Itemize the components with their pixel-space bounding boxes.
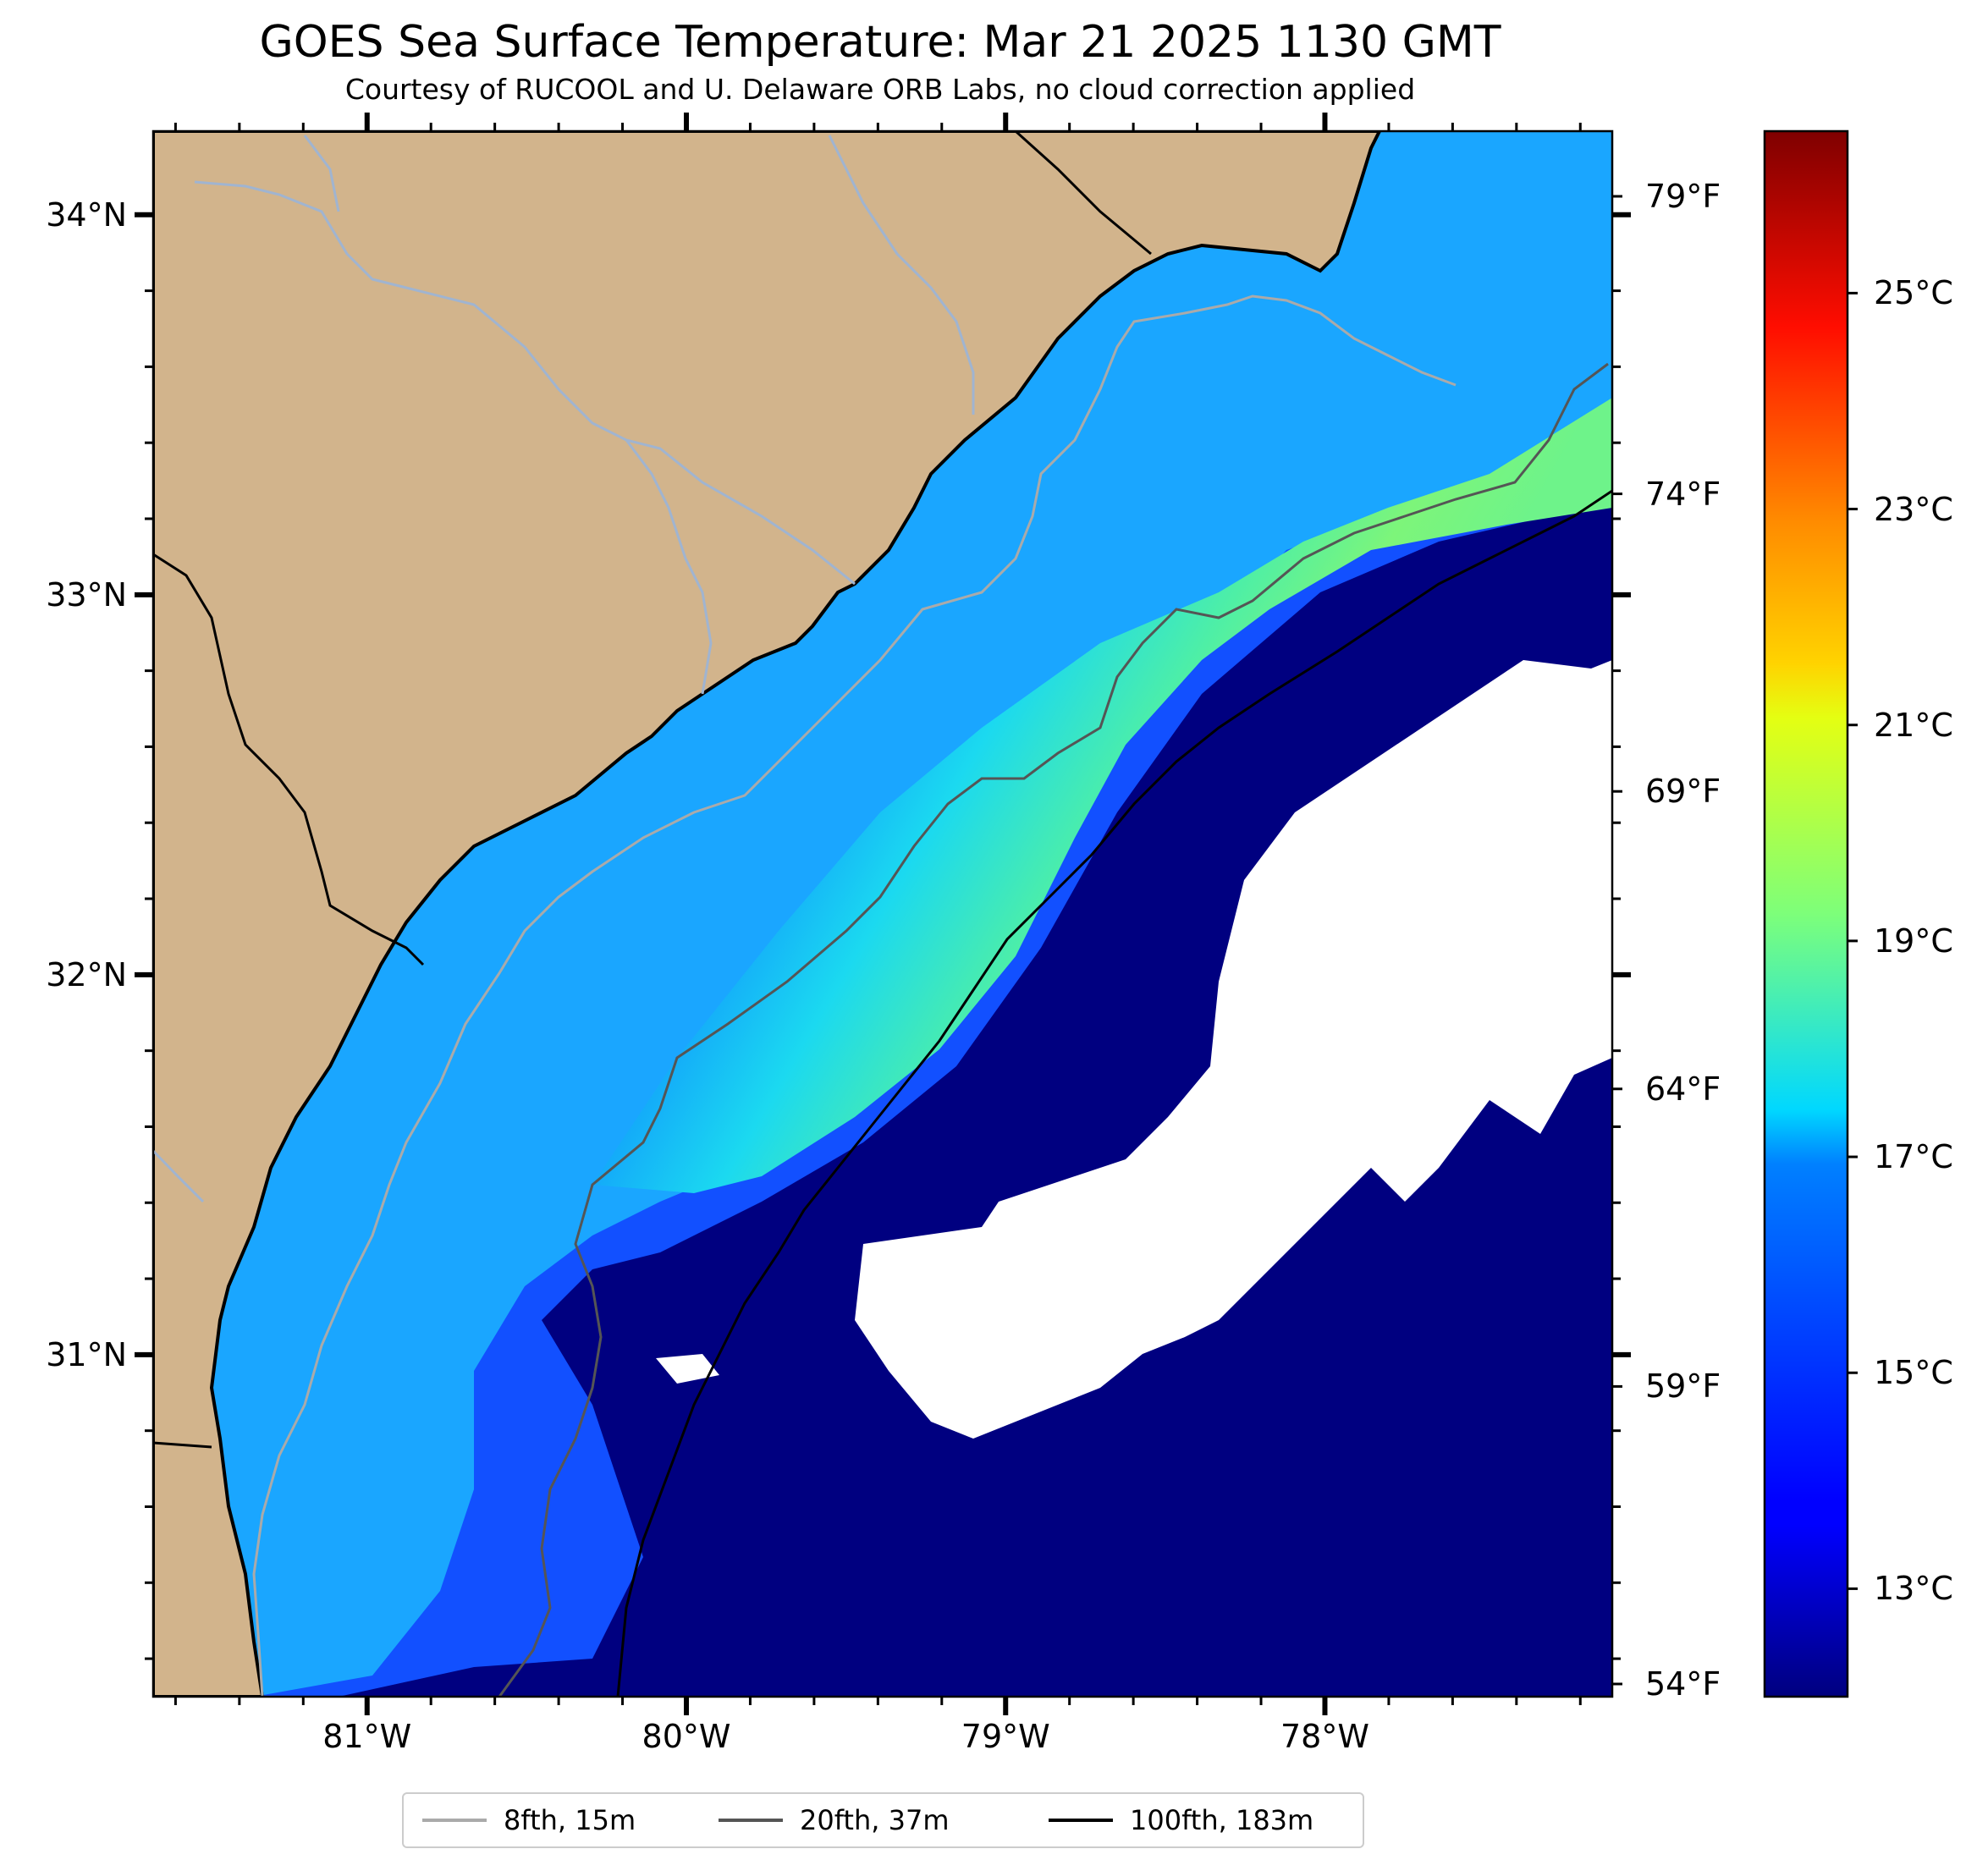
legend-line-100fth [1049,1819,1113,1822]
colorbar-label: 19°C [1874,922,1953,960]
axis-ticks [135,113,1858,1715]
lon-label: 79°W [961,1718,1050,1755]
legend-label: 100fth, 183m [1130,1804,1314,1836]
colorbar [1763,129,1849,1698]
state-boundary [153,131,1152,1449]
lat-label: 32°N [46,955,127,993]
fahrenheit-label: 54°F [1645,1665,1721,1703]
lat-label: 34°N [46,195,127,234]
legend-item-20fth: 20fth, 37m [719,1794,949,1846]
lon-label: 80°W [642,1718,731,1755]
legend-line-20fth [719,1819,783,1822]
fahrenheit-label: 59°F [1645,1367,1721,1406]
land-mass [153,131,1382,1697]
legend-label: 8fth, 15m [504,1804,636,1836]
fahrenheit-label: 69°F [1645,773,1721,811]
fahrenheit-label: 74°F [1645,475,1721,513]
isobath-8fth [252,294,1457,1697]
fahrenheit-label: 64°F [1645,1070,1721,1108]
map-subtitle: Courtesy of RUCOOL and U. Delaware ORB L… [344,73,1416,106]
colorbar-label: 15°C [1874,1354,1953,1392]
no-data-small [656,1354,719,1384]
legend-item-8fth: 8fth, 15m [422,1794,636,1846]
lon-label: 78°W [1280,1718,1369,1755]
map-title: GOES Sea Surface Temperature: Mar 21 202… [259,17,1501,68]
map-frame [151,129,1614,1698]
colorbar-label: 25°C [1874,274,1953,312]
lat-label: 33°N [46,575,127,614]
fahrenheit-label: 79°F [1645,178,1721,215]
legend-line-8fth [422,1819,487,1822]
map-area [153,131,1612,1697]
isobath-100fth [616,489,1612,1697]
colorbar-label: 17°C [1874,1138,1953,1176]
no-data-cloud [855,660,1612,1439]
legend-item-100fth: 100fth, 183m [1049,1794,1313,1846]
shelf-warm-band [592,398,1612,1193]
lon-label: 81°W [322,1718,412,1755]
isobath-20fth [498,362,1609,1697]
colorbar-label: 13°C [1874,1570,1953,1608]
lat-label: 31°N [46,1335,127,1373]
colorbar-label: 23°C [1874,490,1953,528]
rivers [153,135,975,1203]
isobath-legend: 8fth, 15m 20fth, 37m 100fth, 183m [402,1792,1364,1848]
colorbar-label: 21°C [1874,706,1953,744]
legend-label: 20fth, 37m [800,1804,950,1836]
